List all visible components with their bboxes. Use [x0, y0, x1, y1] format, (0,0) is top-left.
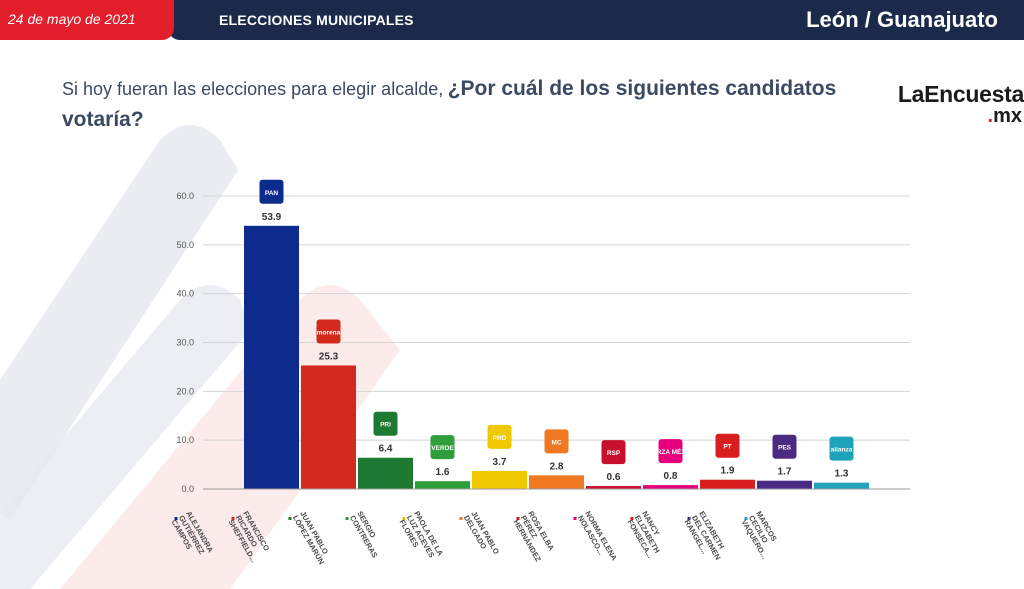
x-tick-label: ALEJANDRAGUTIÉRREZCAMPOS: [170, 510, 216, 564]
legend-marker: [459, 517, 463, 520]
x-tick-label-group: NORMA ELENANOLASCO...: [576, 510, 619, 567]
legend-marker: [402, 517, 406, 520]
y-tick-label: 20.0: [176, 386, 194, 396]
party-logo-label: PAN: [265, 190, 279, 197]
x-tick-label: JUAN PABLODELGADO: [462, 510, 501, 561]
y-tick-label: 40.0: [176, 289, 194, 299]
y-tick-label: 0.0: [181, 484, 194, 494]
y-tick-label: 50.0: [176, 240, 194, 250]
party-logo: [316, 319, 341, 344]
bar: [586, 486, 641, 489]
x-tick-label: SERGIOCONTRERAS: [348, 510, 387, 560]
x-tick-label-group: PAOLA DE LALUZ ACEVESFLORES: [398, 510, 446, 567]
legend-marker: [174, 517, 178, 520]
data-label: 3.7: [493, 457, 507, 468]
legend-marker: [516, 517, 520, 520]
data-label: 1.7: [778, 467, 792, 478]
party-logo-label: PRD: [493, 435, 507, 442]
party-logo-label: PES: [778, 445, 792, 452]
x-tick-label-group: JUAN PABLOLÓPEZ MARÚN: [291, 510, 334, 566]
party-logo: [772, 434, 797, 459]
bar: [244, 225, 299, 489]
bar: [415, 481, 470, 489]
x-tick-label-group: ALEJANDRAGUTIÉRREZCAMPOS: [170, 510, 216, 564]
legend-marker: [744, 517, 748, 520]
bar: [643, 485, 698, 489]
legend-marker: [687, 517, 691, 520]
x-tick-label: NORMA ELENANOLASCO...: [576, 510, 619, 567]
x-tick-label-group: ELIZABETHDEL CARMENRANGEL...: [683, 510, 730, 566]
bar: [529, 475, 584, 489]
x-tick-label: PAOLA DE LALUZ ACEVESFLORES: [398, 510, 446, 567]
x-tick-label: ELIZABETHDEL CARMENRANGEL...: [683, 510, 730, 566]
bar: [358, 457, 413, 489]
party-logo-label: PT: [723, 444, 731, 451]
data-label: 1.3: [835, 469, 849, 480]
party-logo-label: MC: [551, 439, 561, 446]
brand-dot: .: [987, 105, 994, 127]
party-logo: [430, 435, 455, 460]
party-logo-label: alianza: [831, 447, 853, 454]
bar: [814, 482, 869, 489]
legend-marker: [231, 517, 235, 520]
party-logo: [658, 439, 683, 464]
brand-logo: LaEncuesta .mx: [880, 82, 1024, 126]
location-title: León / Guanajuato: [806, 7, 998, 32]
party-logo: [829, 436, 854, 461]
x-tick-label: ROSA ELBAPÉREZHERNÁNDEZ: [512, 510, 558, 564]
party-logo: [373, 411, 398, 436]
brand-tld: mx: [993, 105, 1022, 127]
legend-marker: [288, 517, 292, 520]
party-logo-label: FUERZA MÉXICO: [644, 447, 698, 456]
party-logo: [259, 179, 284, 204]
data-label: 0.8: [664, 471, 678, 482]
party-logo-label: RSP: [607, 450, 621, 457]
party-logo: [601, 440, 626, 465]
survey-question: Si hoy fueran las elecciones para elegir…: [62, 74, 862, 136]
data-label: 0.6: [607, 472, 621, 483]
data-label: 2.8: [550, 461, 564, 472]
data-label: 6.4: [379, 444, 393, 455]
brand-name: LaEncuesta: [897, 81, 1024, 107]
legend-marker: [345, 517, 349, 520]
legend-marker: [573, 517, 577, 520]
section-label: ELECCIONES MUNICIPALES: [219, 12, 414, 28]
party-logo: [487, 424, 512, 449]
x-tick-label-group: SERGIOCONTRERAS: [348, 510, 387, 560]
x-tick-label: JUAN PABLOLÓPEZ MARÚN: [291, 510, 334, 566]
question-main: ¿Por cuál de los siguientes candidatos v…: [62, 77, 837, 131]
bar: [301, 365, 356, 489]
data-label: 53.9: [262, 212, 282, 223]
y-tick-label: 10.0: [176, 435, 194, 445]
party-logo: [715, 433, 740, 458]
bar: [700, 479, 755, 489]
party-logo: [544, 429, 569, 454]
data-label: 25.3: [319, 351, 339, 362]
y-tick-label: 30.0: [176, 338, 194, 348]
data-label: 1.9: [721, 466, 735, 477]
x-tick-label-group: ROSA ELBAPÉREZHERNÁNDEZ: [512, 510, 558, 564]
x-tick-label: FRANCISCORICARDOSHEFFIELD...: [227, 510, 273, 565]
party-logo-label: VERDE: [431, 445, 454, 452]
data-label: 1.6: [436, 467, 450, 478]
x-tick-label-group: FRANCISCORICARDOSHEFFIELD...: [227, 510, 273, 565]
top-banner: 24 de mayo de 2021 ELECCIONES MUNICIPALE…: [0, 0, 1024, 40]
party-logo-label: morena: [317, 329, 341, 336]
bar: [472, 470, 527, 489]
party-logo-label: PRI: [380, 422, 391, 429]
y-tick-label: 60.0: [176, 191, 194, 201]
header-bar: [168, 0, 1024, 40]
x-tick-label-group: JUAN PABLODELGADO: [462, 510, 501, 561]
legend-marker: [630, 517, 634, 520]
question-lead: Si hoy fueran las elecciones para elegir…: [62, 79, 444, 99]
date-badge: 24 de mayo de 2021: [0, 0, 174, 40]
brand-tld-line: .mx: [880, 106, 1024, 126]
bar: [757, 480, 812, 489]
